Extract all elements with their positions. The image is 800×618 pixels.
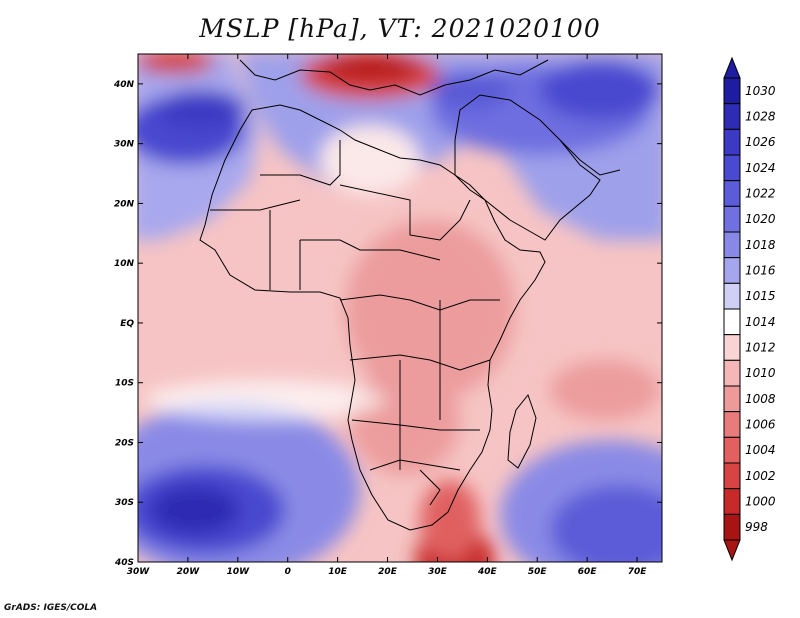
lat-tick-label: 10S: [115, 379, 134, 389]
colorbar-label: 1022: [745, 187, 776, 201]
lon-tick-label: 10E: [328, 567, 348, 577]
lat-tick-label: 40N: [113, 80, 135, 90]
lon-tick-label: 30W: [127, 567, 151, 577]
lon-tick-label: 60E: [578, 567, 598, 577]
lon-tick-label: 10W: [227, 567, 251, 577]
pressure-field: [138, 54, 662, 562]
colorbar-label: 1014: [745, 315, 776, 329]
colorbar-label: 1020: [745, 212, 776, 226]
colorbar-swatch: [723, 334, 741, 361]
colorbar-swatch: [723, 385, 741, 413]
colorbar-swatch: [723, 436, 741, 464]
latitude-ticks: 40N 30N 20N 10N EQ 10S 20S 30S 40S: [113, 80, 662, 568]
colorbar-bottom-arrow: [723, 539, 741, 562]
colorbar-swatch: [723, 488, 741, 515]
colorbar-swatch: [723, 154, 741, 182]
colorbar-label: 1004: [745, 443, 776, 457]
colorbar-label: 1018: [745, 238, 776, 252]
colorbar-swatch: [723, 411, 741, 438]
lon-tick-label: 30E: [428, 567, 448, 577]
colorbar-swatch: [723, 231, 741, 259]
colorbar-label: 1030: [745, 84, 776, 98]
colorbar-label: 998: [745, 520, 768, 534]
lon-tick-label: 70E: [628, 567, 648, 577]
colorbar-label: 1000: [745, 495, 776, 509]
map-title: MSLP [hPa], VT: 2021020100: [199, 14, 601, 43]
colorbar-label: 1008: [745, 392, 776, 406]
lon-tick-label: 0: [285, 567, 291, 577]
colorbar-label: 1024: [745, 161, 776, 175]
coastlines: [199, 59, 621, 531]
lat-tick-label: 30S: [115, 498, 134, 508]
colorbar-swatch: [723, 103, 741, 130]
colorbar-swatch: [723, 308, 741, 336]
colorbar-label: 1015: [745, 289, 776, 303]
colorbar-label: 1026: [745, 135, 776, 149]
colorbar-swatch: [723, 180, 741, 207]
lat-tick-label: 40S: [114, 558, 134, 568]
colorbar-label: 1028: [745, 110, 776, 124]
colorbar-swatch: [723, 513, 741, 541]
mslp-map: 40N 30N 20N 10N EQ 10S 20S 30S 40S 30W 20W 10W 0 10E…: [113, 53, 776, 577]
lat-tick-label: 20S: [115, 438, 134, 448]
lon-tick-label: 40E: [477, 567, 498, 577]
lat-tick-label: 10N: [114, 259, 135, 269]
colorbar-swatch: [723, 282, 741, 310]
lat-tick-label: 20N: [114, 199, 135, 209]
colorbar-swatch: [723, 257, 741, 284]
lon-tick-label: 20E: [378, 567, 398, 577]
colorbar-label: 1006: [745, 418, 776, 432]
colorbar-swatch: [723, 77, 741, 105]
colorbar-swatch: [723, 205, 741, 233]
colorbar-label: 1002: [745, 469, 776, 483]
colorbar-swatch: [723, 359, 741, 387]
colorbar-label: 1010: [745, 366, 776, 380]
lat-tick-label: 30N: [114, 140, 135, 150]
colorbar-label: 1016: [745, 264, 776, 278]
longitude-ticks: 30W 20W 10W 0 10E 20E 30E 40E 50E 60E 70E: [127, 54, 647, 577]
colorbar-top-arrow: [723, 56, 741, 79]
colorbar-swatch: [723, 128, 741, 156]
colorbar-swatch: [723, 462, 741, 490]
lon-tick-label: 20W: [177, 567, 201, 577]
credit-label: GrADS: IGES/COLA: [4, 603, 98, 613]
lon-tick-label: 50E: [528, 567, 548, 577]
colorbar-label: 1012: [745, 341, 776, 355]
lat-tick-label: EQ: [120, 319, 134, 329]
colorbar: 1030 1028 1026 1024 1022 1020 1018 1016 1015 1014…: [723, 56, 776, 562]
